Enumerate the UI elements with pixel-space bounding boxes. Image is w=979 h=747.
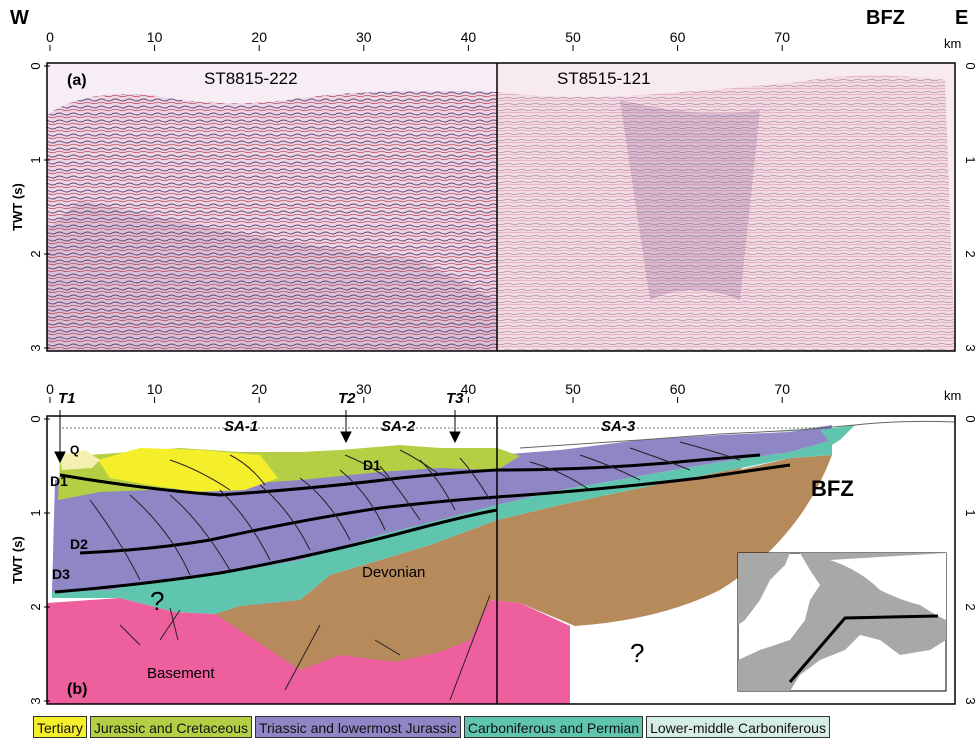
basement-label: Basement bbox=[147, 665, 215, 682]
panel-b-label: (b) bbox=[67, 681, 87, 698]
seismic-line-left: ST8815-222 bbox=[204, 69, 298, 88]
unit-q-label: Q bbox=[70, 443, 79, 457]
y-tick-label: 3 bbox=[28, 344, 43, 351]
x-tick-label: 0 bbox=[46, 381, 54, 397]
unit-d3-label: D3 bbox=[52, 566, 70, 582]
panel-a-km-label: km bbox=[944, 36, 961, 51]
panel-a-y-axis: 0 0 1 1 2 2 3 3 bbox=[28, 62, 978, 351]
bfz-top-label: BFZ bbox=[866, 7, 905, 29]
west-label: W bbox=[10, 7, 29, 29]
x-tick-label: 50 bbox=[565, 381, 581, 397]
y-tick-label: 2 bbox=[28, 603, 43, 610]
panel-b-y-label: TWT (s) bbox=[10, 536, 25, 584]
unit-d1-right-label: D1 bbox=[363, 457, 381, 473]
segment-sa1: SA-1 bbox=[224, 418, 258, 435]
unknown-right-label: ? bbox=[630, 638, 644, 668]
panel-b-x-axis: 0 10 20 30 40 50 60 70 bbox=[46, 381, 790, 403]
x-tick-label: 40 bbox=[461, 29, 477, 45]
x-tick-label: 30 bbox=[356, 29, 372, 45]
x-tick-label: 70 bbox=[774, 381, 790, 397]
devonian-label: Devonian bbox=[362, 564, 425, 581]
segment-sa2: SA-2 bbox=[381, 418, 416, 435]
y-tick-label-right: 2 bbox=[963, 603, 978, 610]
devonian-unit bbox=[215, 455, 832, 670]
panel-b-y-axis: 0 0 1 1 2 2 3 3 bbox=[28, 415, 978, 704]
x-tick-label: 50 bbox=[565, 29, 581, 45]
carboniferous-permian-unit bbox=[52, 440, 832, 614]
legend-item: Jurassic and Cretaceous bbox=[89, 716, 252, 738]
x-tick-label: 60 bbox=[670, 29, 686, 45]
legend-item: Tertiary bbox=[33, 716, 87, 738]
transect-t1: T1 bbox=[58, 390, 76, 407]
tertiary-unit bbox=[98, 448, 278, 492]
y-tick-label: 3 bbox=[28, 697, 43, 704]
x-tick-label: 20 bbox=[251, 29, 267, 45]
panel-b-cross-section bbox=[46, 410, 956, 705]
y-tick-label: 1 bbox=[28, 156, 43, 163]
east-label: E bbox=[955, 7, 968, 29]
y-tick-label-right: 1 bbox=[963, 509, 978, 516]
x-tick-label: 40 bbox=[461, 381, 477, 397]
x-tick-label: 60 bbox=[670, 381, 686, 397]
x-tick-label: 30 bbox=[356, 381, 372, 397]
y-tick-label: 0 bbox=[28, 415, 43, 422]
legend: Tertiary Jurassic and Cretaceous Triassic … bbox=[33, 716, 833, 740]
seismic-line-right: ST8515-121 bbox=[557, 69, 651, 88]
panel-a-y-label: TWT (s) bbox=[10, 183, 25, 231]
x-tick-label: 10 bbox=[147, 381, 163, 397]
y-tick-label: 0 bbox=[28, 62, 43, 69]
bfz-section-label: BFZ bbox=[811, 476, 854, 501]
inset-location-map bbox=[737, 552, 947, 692]
y-tick-label-right: 2 bbox=[963, 250, 978, 257]
panel-b-km-label: km bbox=[944, 388, 961, 403]
y-tick-label-right: 3 bbox=[963, 697, 978, 704]
unknown-left-label: ? bbox=[150, 586, 164, 616]
panel-a-seismic bbox=[46, 62, 956, 352]
panel-a-x-axis: 0 10 20 30 40 50 60 70 bbox=[46, 29, 790, 51]
x-tick-label: 10 bbox=[147, 29, 163, 45]
y-tick-label: 1 bbox=[28, 509, 43, 516]
x-tick-label: 0 bbox=[46, 29, 54, 45]
y-tick-label-right: 0 bbox=[963, 62, 978, 69]
y-tick-label-right: 3 bbox=[963, 344, 978, 351]
transect-t3: T3 bbox=[446, 390, 464, 407]
legend-item: Carboniferous and Permian bbox=[463, 716, 644, 738]
y-tick-label-right: 0 bbox=[963, 415, 978, 422]
y-tick-label-right: 1 bbox=[963, 156, 978, 163]
y-tick-label: 2 bbox=[28, 250, 43, 257]
x-tick-label: 70 bbox=[774, 29, 790, 45]
segment-sa3: SA-3 bbox=[601, 418, 636, 435]
unit-d1-label: D1 bbox=[50, 473, 68, 489]
legend-item: Lower-middle Carboniferous bbox=[646, 716, 830, 738]
x-tick-label: 20 bbox=[251, 381, 267, 397]
unit-d2-label: D2 bbox=[70, 536, 88, 552]
panel-a-label: (a) bbox=[67, 72, 87, 89]
legend-item: Triassic and lowermost Jurassic bbox=[254, 716, 461, 738]
transect-t2: T2 bbox=[338, 390, 356, 407]
